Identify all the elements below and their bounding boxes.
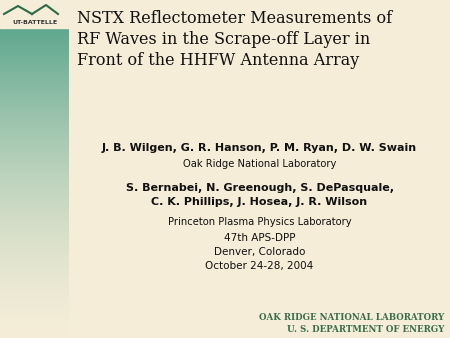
Text: S. Bernabei, N. Greenough, S. DePasquale,
C. K. Phillips, J. Hosea, J. R. Wilson: S. Bernabei, N. Greenough, S. DePasquale… xyxy=(126,184,393,207)
Text: Princeton Plasma Physics Laboratory: Princeton Plasma Physics Laboratory xyxy=(168,217,351,227)
Text: OAK RIDGE NATIONAL LABORATORY: OAK RIDGE NATIONAL LABORATORY xyxy=(259,314,444,322)
Text: U. S. DEPARTMENT OF ENERGY: U. S. DEPARTMENT OF ENERGY xyxy=(287,325,444,335)
Text: 47th APS-DPP
Denver, Colorado
October 24-28, 2004: 47th APS-DPP Denver, Colorado October 24… xyxy=(205,234,314,271)
Text: J. B. Wilgen, G. R. Hanson, P. M. Ryan, D. W. Swain: J. B. Wilgen, G. R. Hanson, P. M. Ryan, … xyxy=(102,143,417,153)
FancyBboxPatch shape xyxy=(0,0,69,28)
Text: Oak Ridge National Laboratory: Oak Ridge National Laboratory xyxy=(183,159,336,169)
Text: NSTX Reflectometer Measurements of
RF Waves in the Scrape-off Layer in
Front of : NSTX Reflectometer Measurements of RF Wa… xyxy=(77,10,392,69)
Text: UT-BATTELLE: UT-BATTELLE xyxy=(12,20,57,24)
